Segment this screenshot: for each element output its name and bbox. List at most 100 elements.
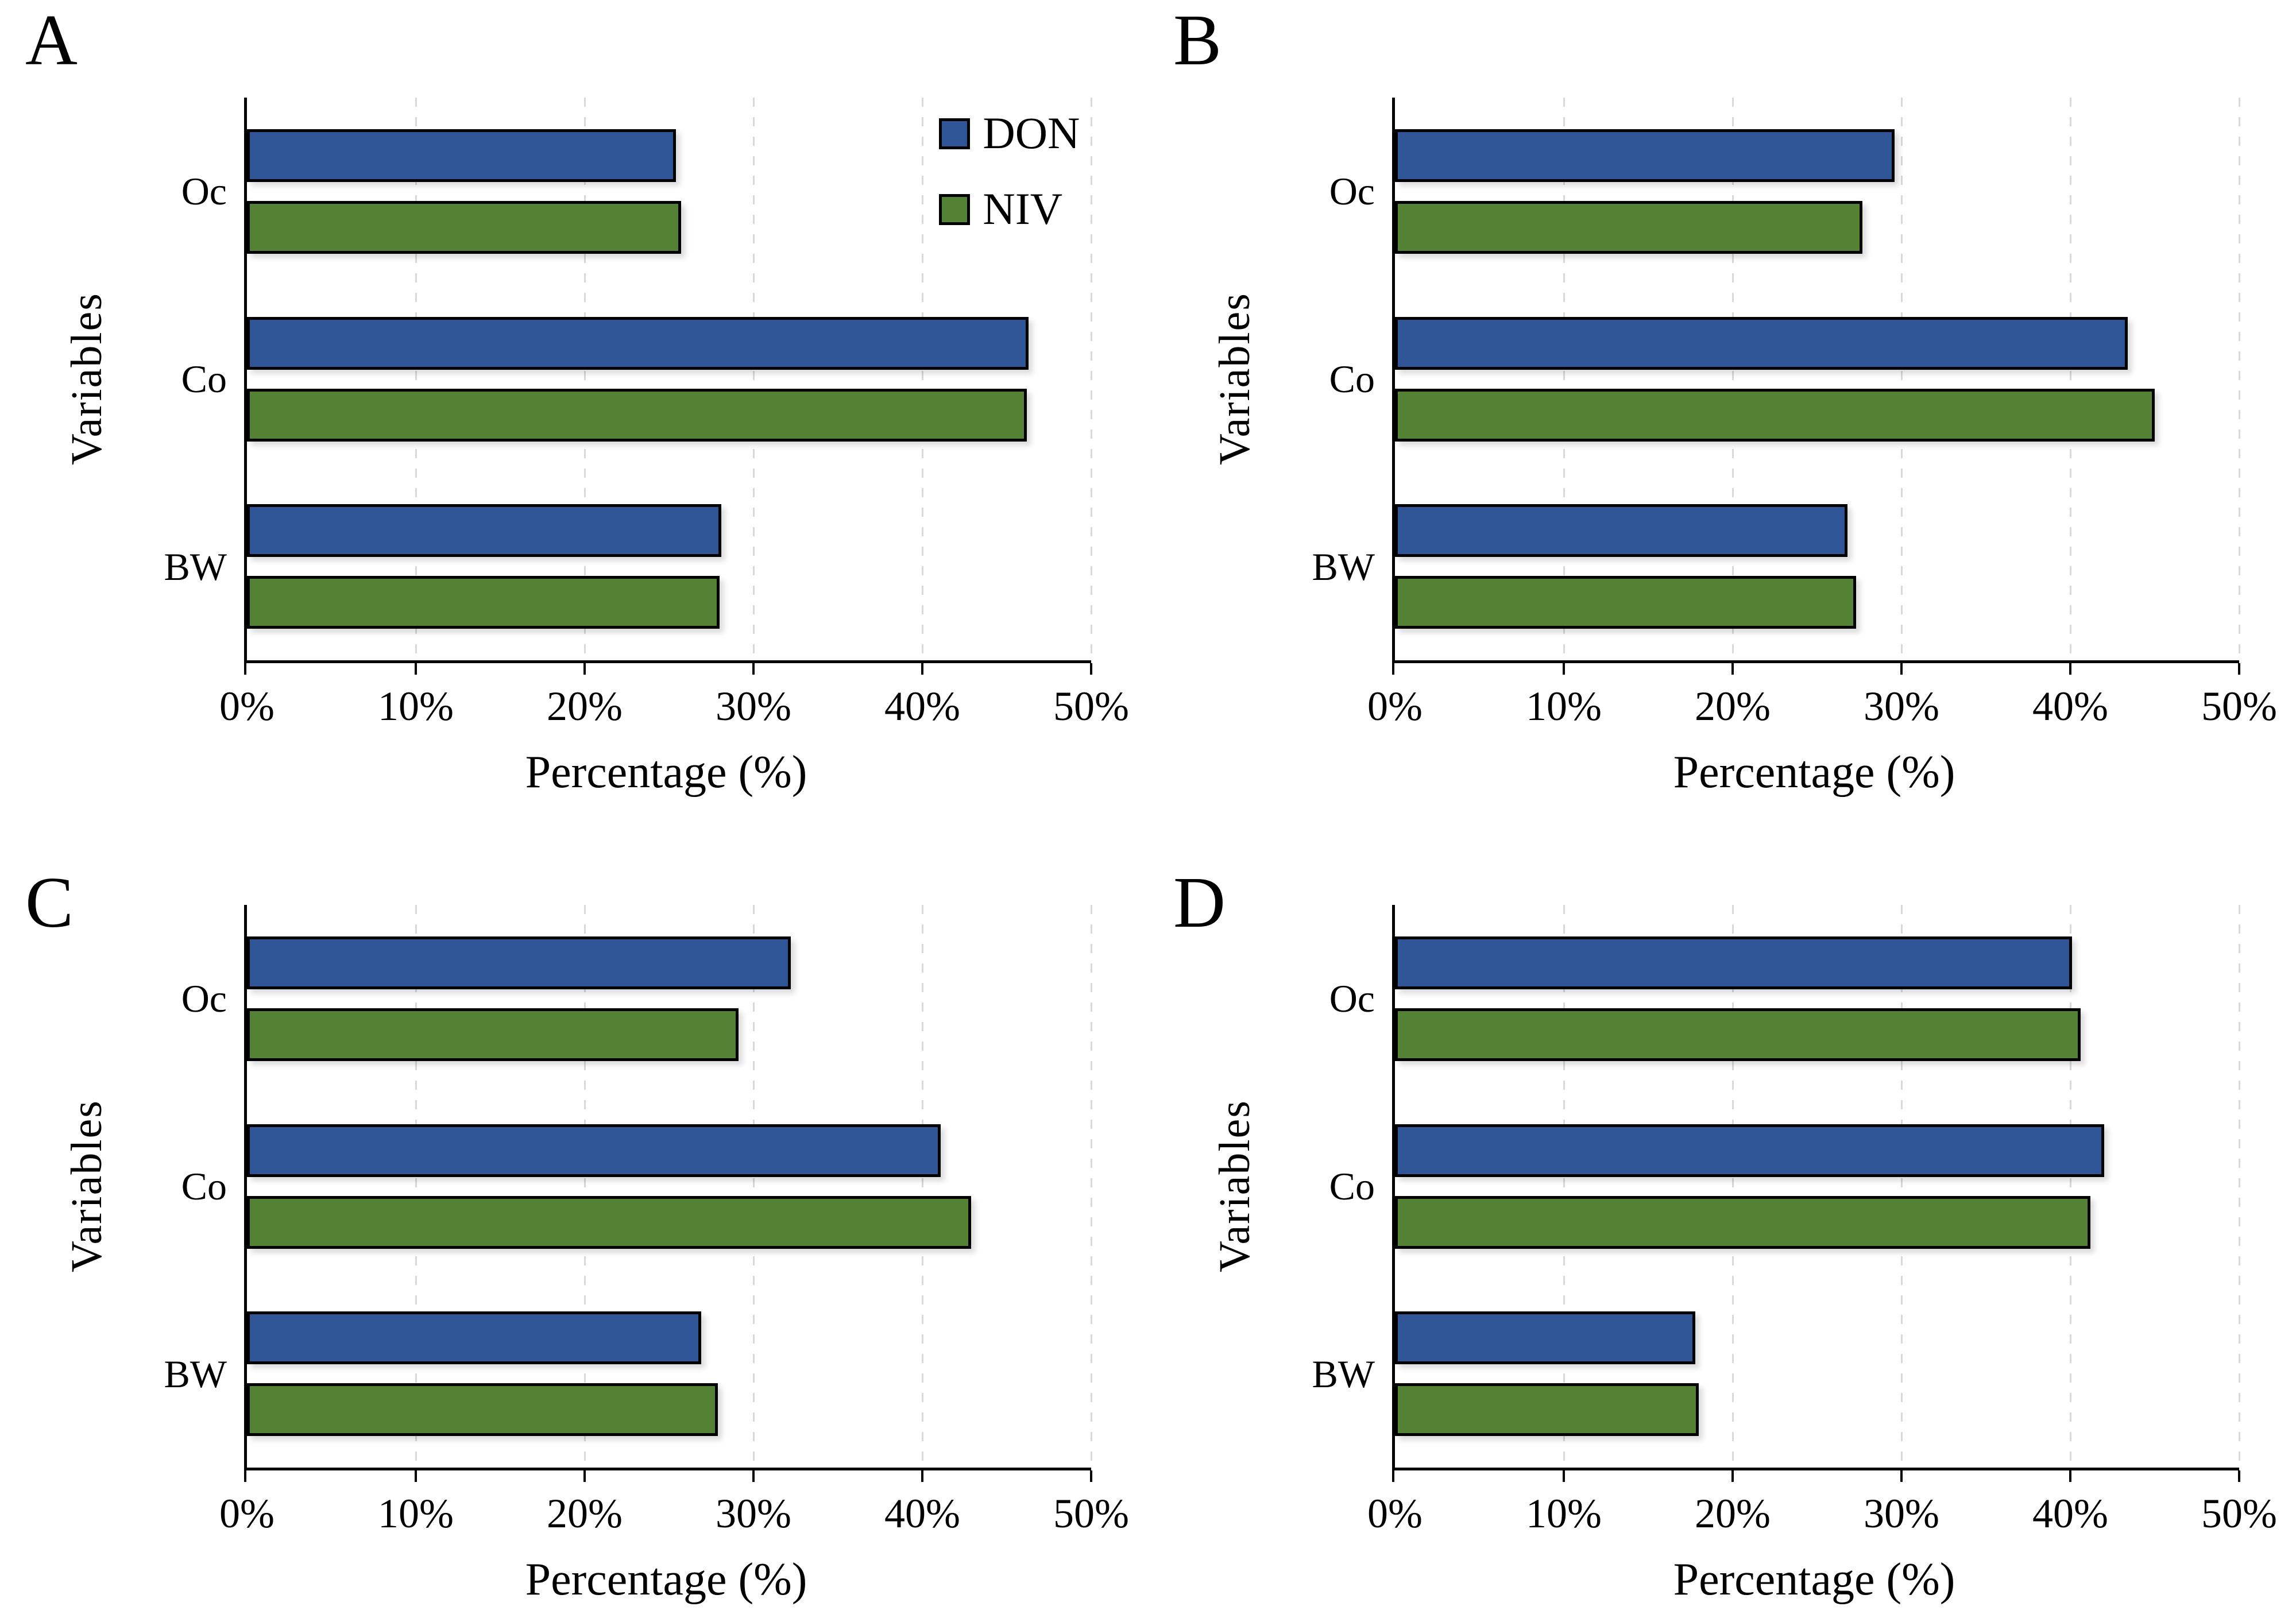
category-label-BW: BW	[1312, 1352, 1375, 1396]
gridline-50pct	[1090, 98, 1092, 660]
bar-DON-Co	[1395, 1124, 2104, 1177]
bar-NIV-Co	[1395, 1195, 2091, 1249]
legend-swatch-DON-icon	[939, 118, 971, 149]
legend-item-DON: DON	[939, 109, 1100, 157]
bar-DON-Oc	[247, 936, 791, 989]
gridline-40pct	[921, 98, 923, 660]
bar-NIV-BW	[247, 576, 720, 629]
x-axis-tick-5	[2238, 1470, 2240, 1482]
x-tick-label-30pct: 30%	[1864, 683, 1939, 729]
gridline-40pct	[921, 905, 923, 1468]
gridline-50pct	[2238, 905, 2240, 1468]
x-tick-label-0pct: 0%	[1367, 683, 1423, 729]
x-tick-label-50pct: 50%	[2201, 1491, 2277, 1536]
plot-area	[1392, 905, 2240, 1470]
panel-B: B Variables Oc Co BW 0% 10% 20% 30% 40% 50% Percent…	[1148, 0, 2296, 807]
x-axis-tick-0	[1392, 1470, 1394, 1482]
x-tick-label-20pct: 20%	[1695, 1491, 1771, 1536]
category-label-BW: BW	[164, 1352, 227, 1396]
x-tick-label-50pct: 50%	[2201, 683, 2277, 729]
x-axis-tick-2	[1731, 663, 1734, 675]
category-label-Co: Co	[1329, 1164, 1375, 1208]
x-axis-tick-3	[1900, 1470, 1903, 1482]
bar-DON-BW	[247, 504, 722, 558]
bar-DON-BW	[247, 1311, 701, 1365]
bar-NIV-Oc	[247, 1008, 739, 1061]
x-tick-label-40pct: 40%	[2032, 1491, 2108, 1536]
bar-NIV-Co	[247, 1195, 972, 1249]
legend: DON NIV	[939, 109, 1100, 258]
x-axis-tick-4	[921, 1470, 923, 1482]
x-tick-label-10pct: 10%	[378, 1491, 454, 1536]
bar-NIV-Oc	[247, 200, 681, 254]
x-axis-tick-1	[415, 1470, 417, 1482]
panel-letter-D: D	[1173, 863, 1226, 943]
x-tick-label-10pct: 10%	[1526, 1491, 1602, 1536]
x-axis-tick-5	[1090, 663, 1092, 675]
x-tick-label-30pct: 30%	[716, 683, 791, 729]
x-axis-tick-4	[2069, 663, 2071, 675]
gridline-50pct	[2238, 98, 2240, 660]
x-tick-label-40pct: 40%	[2032, 683, 2108, 729]
gridline-30pct	[752, 98, 755, 660]
x-axis-tick-0	[244, 1470, 246, 1482]
x-tick-label-0pct: 0%	[219, 683, 275, 729]
x-tick-label-10pct: 10%	[1526, 683, 1602, 729]
x-axis-tick-3	[1900, 663, 1903, 675]
gridline-40pct	[2069, 905, 2071, 1468]
bar-NIV-BW	[1395, 576, 1856, 629]
x-axis-tick-2	[1731, 1470, 1734, 1482]
x-tick-label-30pct: 30%	[1864, 1491, 1939, 1536]
x-axis-tick-1	[415, 663, 417, 675]
x-axis-tick-5	[1090, 1470, 1092, 1482]
gridline-30pct	[1900, 98, 1903, 660]
legend-label-NIV: NIV	[983, 184, 1063, 234]
x-tick-label-0pct: 0%	[1367, 1491, 1423, 1536]
bar-DON-Oc	[1395, 936, 2072, 989]
legend-label-DON: DON	[983, 108, 1080, 158]
category-label-Oc: Oc	[181, 977, 227, 1021]
category-label-Co: Co	[1329, 357, 1375, 401]
x-axis-title: Percentage (%)	[525, 747, 807, 798]
panel-letter-B: B	[1173, 1, 1222, 80]
x-tick-label-20pct: 20%	[547, 1491, 623, 1536]
gridline-30pct	[752, 905, 755, 1468]
panel-C: C Variables Oc Co BW 0% 10% 20% 30% 40% 50% Percent…	[0, 807, 1148, 1614]
gridline-50pct	[1090, 905, 1092, 1468]
x-axis-tick-1	[1563, 1470, 1565, 1482]
x-tick-label-20pct: 20%	[1695, 683, 1771, 729]
category-label-Oc: Oc	[1329, 169, 1375, 214]
gridline-40pct	[2069, 98, 2071, 660]
x-axis-tick-3	[752, 663, 755, 675]
bar-DON-Oc	[247, 129, 676, 182]
category-label-Oc: Oc	[181, 169, 227, 214]
x-axis-tick-4	[921, 663, 923, 675]
panel-D: D Variables Oc Co BW 0% 10% 20% 30% 40% 50% Percent…	[1148, 807, 2296, 1614]
category-label-BW: BW	[1312, 544, 1375, 589]
gridline-30pct	[1900, 905, 1903, 1468]
bar-DON-Co	[247, 1124, 941, 1177]
panel-letter-C: C	[25, 863, 74, 943]
x-axis-tick-4	[2069, 1470, 2071, 1482]
gridline-10pct	[1563, 905, 1565, 1468]
bar-DON-Co	[247, 316, 1029, 370]
x-tick-label-30pct: 30%	[716, 1491, 791, 1536]
x-axis-title: Percentage (%)	[525, 1554, 807, 1605]
bar-DON-Oc	[1395, 129, 1895, 182]
x-tick-label-40pct: 40%	[884, 683, 960, 729]
gridline-10pct	[415, 98, 417, 660]
bar-NIV-BW	[1395, 1383, 1699, 1437]
bar-NIV-Oc	[1395, 200, 1863, 254]
x-axis-tick-2	[583, 663, 586, 675]
x-axis-tick-0	[1392, 663, 1394, 675]
x-axis-tick-0	[244, 663, 246, 675]
panel-letter-A: A	[25, 1, 78, 80]
category-label-Oc: Oc	[1329, 977, 1375, 1021]
bar-DON-BW	[1395, 1311, 1696, 1365]
gridline-20pct	[1731, 905, 1734, 1468]
plot-area	[1392, 98, 2240, 663]
panel-A: A Variables DON NIV Oc Co BW 0% 10% 20% 30% 40% 50% P…	[0, 0, 1148, 807]
x-tick-label-10pct: 10%	[378, 683, 454, 729]
x-axis-title: Percentage (%)	[1673, 1554, 1955, 1605]
